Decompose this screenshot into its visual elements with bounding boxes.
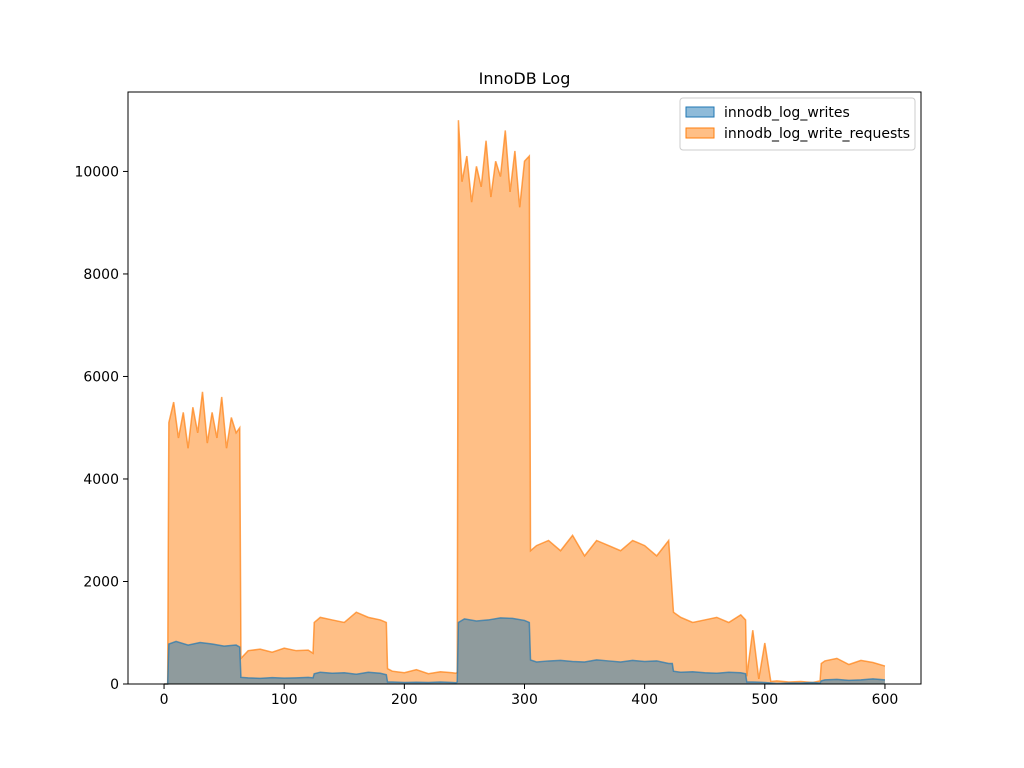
legend-box [679, 97, 916, 151]
y-tick-label: 4000 [83, 472, 119, 488]
chart-title: InnoDB Log [479, 69, 571, 88]
y-tick-label: 0 [110, 677, 119, 693]
x-tick-label: 100 [271, 692, 298, 708]
series-line-innodb_log_writes [164, 617, 886, 685]
legend-swatch-innodb_log_writes [685, 106, 715, 118]
x-tick-label: 500 [751, 692, 778, 708]
x-tick-label: 200 [391, 692, 418, 708]
legend-label-innodb_log_write_requests: innodb_log_write_requests [724, 126, 910, 142]
axes-layer: 0 100 200 300 400 500 600020004000600080001000… [74, 91, 922, 708]
x-tick-label: 400 [631, 692, 658, 708]
legend-label-innodb_log_writes: innodb_log_writes [724, 105, 850, 121]
y-tick-label: 10000 [74, 164, 119, 180]
y-tick-label: 6000 [83, 369, 119, 385]
x-tick-label: 600 [872, 692, 899, 708]
series-area-innodb_log_write_requests [164, 120, 885, 684]
legend-swatch-innodb_log_write_requests [685, 127, 715, 139]
series-line-innodb_log_write_requests [164, 120, 886, 685]
y-tick-label: 8000 [83, 267, 119, 283]
x-tick-label: 0 [160, 692, 169, 708]
series-layer [164, 120, 886, 685]
x-tick-label: 300 [511, 692, 538, 708]
legend: innodb_log_writes innodb_log_write_reques… [679, 97, 916, 151]
series-area-innodb_log_writes [164, 617, 885, 684]
y-tick-label: 2000 [83, 574, 119, 590]
